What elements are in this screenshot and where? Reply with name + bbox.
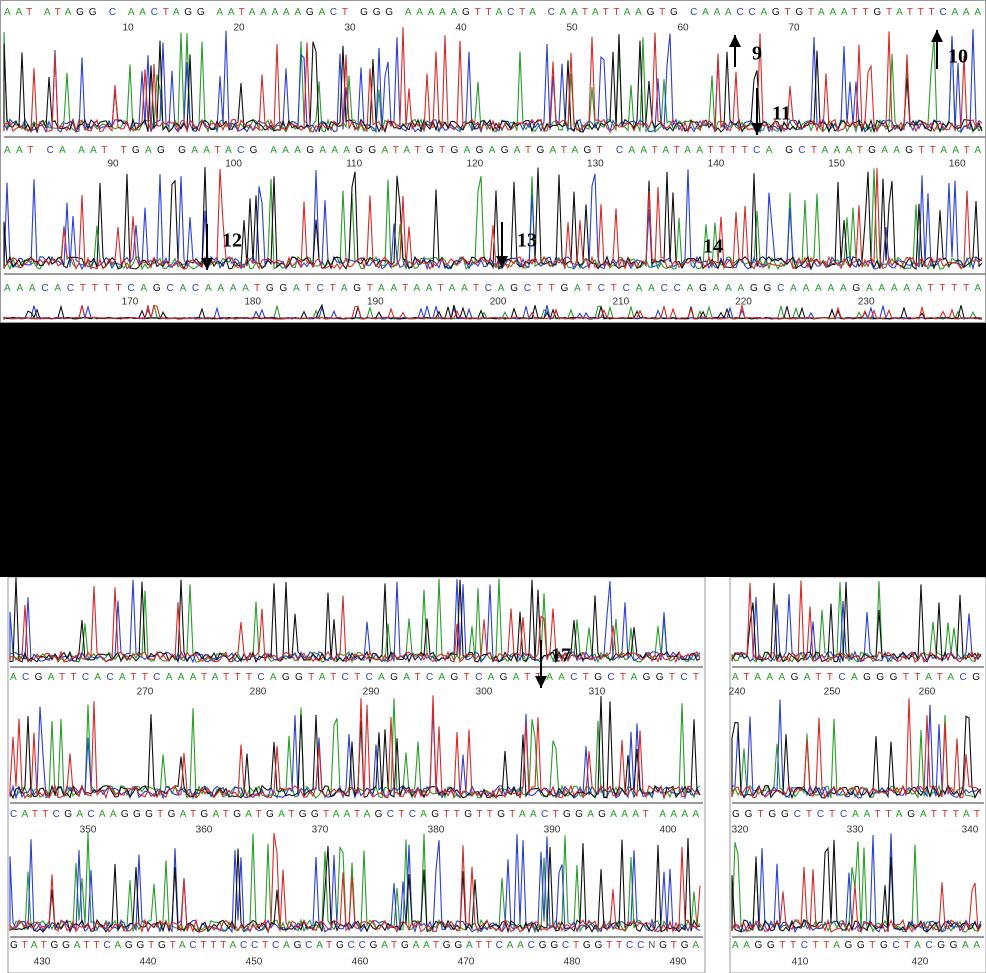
trace: [9, 577, 701, 664]
base-position: 390: [544, 825, 561, 836]
annotation-label: 17: [551, 645, 571, 667]
base-position: 370: [312, 825, 329, 836]
trace: [9, 696, 701, 800]
base-position: 490: [670, 957, 687, 968]
trace: [3, 168, 983, 271]
base-position: 240: [729, 687, 746, 698]
base-position: 110: [346, 159, 362, 170]
trace: [9, 833, 701, 934]
base-position: 160: [949, 159, 966, 170]
arrow-head: [729, 35, 741, 47]
trace: [731, 866, 982, 934]
base-position: 200: [490, 297, 507, 308]
base-position: 130: [587, 159, 604, 170]
annotation-label: 12: [222, 230, 242, 252]
base-position: 350: [80, 825, 97, 836]
trace: [731, 698, 982, 800]
base-position: 340: [962, 825, 979, 836]
base-position: 210: [612, 297, 629, 308]
base-position: 20: [233, 23, 245, 34]
base-position: 10: [122, 23, 134, 34]
base-position: 410: [792, 957, 809, 968]
trace: [9, 706, 701, 800]
black-redaction: [0, 323, 986, 577]
base-position: 400: [660, 825, 677, 836]
base-position: 40: [455, 23, 467, 34]
base-position: 30: [344, 23, 356, 34]
base-position: 380: [428, 825, 445, 836]
trace: [9, 586, 701, 664]
base-position: 430: [34, 957, 51, 968]
arrow-head: [751, 123, 763, 135]
base-position: 90: [107, 159, 119, 170]
base-position: 260: [919, 687, 936, 698]
annotation-label: 10: [948, 46, 968, 68]
trace: [731, 714, 982, 800]
base-position: 230: [858, 297, 875, 308]
trace: [731, 715, 982, 800]
base-position: 300: [476, 687, 493, 698]
annotation-label: 11: [772, 103, 791, 125]
bottom-left-panel: [7, 576, 706, 973]
base-position: 280: [250, 687, 267, 698]
base-position: 330: [847, 825, 864, 836]
base-position: 150: [828, 159, 845, 170]
base-position: 450: [246, 957, 263, 968]
base-position: 480: [564, 957, 581, 968]
base-position: 60: [677, 23, 689, 34]
trace: [9, 834, 701, 934]
base-position: 190: [367, 297, 384, 308]
base-position: 290: [363, 687, 380, 698]
annotation-label: 13: [517, 230, 537, 252]
trace: [9, 695, 701, 800]
base-position: 170: [122, 297, 139, 308]
trace: [731, 593, 982, 664]
base-position: 270: [137, 687, 154, 698]
base-position: 420: [912, 957, 929, 968]
trace: [731, 839, 982, 934]
base-position: 50: [566, 23, 578, 34]
base-position: 310: [589, 687, 606, 698]
base-position: 250: [824, 687, 841, 698]
arrow-head: [496, 256, 508, 268]
base-position: 360: [196, 825, 213, 836]
annotation-label: 14: [703, 236, 723, 258]
base-position: 470: [458, 957, 475, 968]
trace: [3, 304, 983, 320]
base-position: 180: [244, 297, 261, 308]
arrow-head: [201, 258, 213, 270]
base-position: 70: [788, 23, 800, 34]
arrow-head: [535, 676, 547, 688]
trace: [3, 27, 983, 134]
base-position: 440: [140, 957, 157, 968]
base-position: 120: [466, 159, 483, 170]
trace: [731, 699, 982, 800]
base-position: 140: [708, 159, 725, 170]
trace: [731, 580, 982, 663]
base-position: 460: [352, 957, 369, 968]
base-position: 320: [732, 825, 749, 836]
base-position: 220: [735, 297, 752, 308]
annotation-label: 9: [752, 43, 762, 65]
base-position: 100: [225, 159, 242, 170]
arrow-head: [931, 30, 943, 42]
